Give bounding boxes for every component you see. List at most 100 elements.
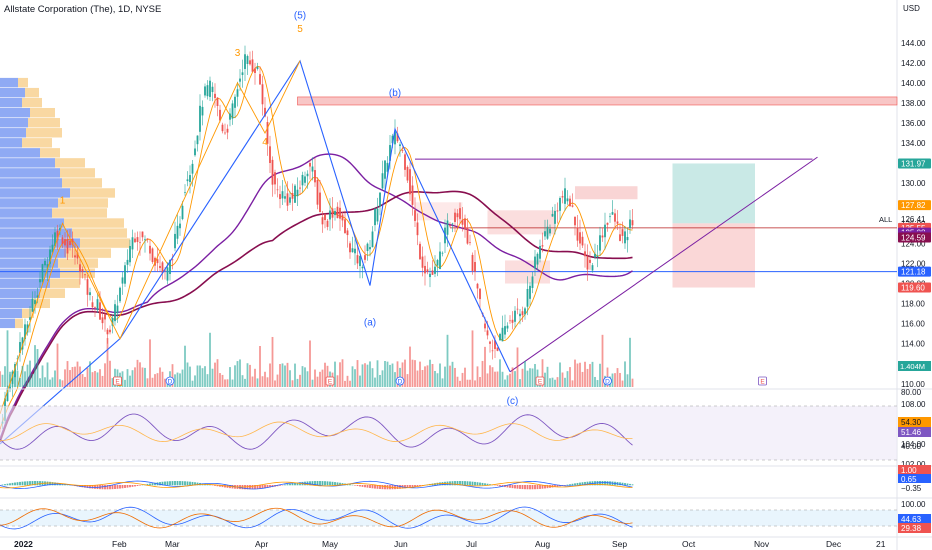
volume-profile-bar — [50, 278, 80, 288]
volume-bar — [514, 371, 516, 387]
volume-bar — [354, 369, 356, 387]
candle — [491, 350, 494, 352]
macd-histogram — [289, 483, 291, 486]
candle — [249, 60, 251, 65]
macd-histogram — [131, 485, 134, 487]
volume-bar — [309, 340, 311, 387]
candle — [124, 265, 126, 284]
volume-bar — [41, 365, 44, 387]
candle — [464, 218, 466, 230]
candle — [369, 247, 371, 250]
volume-bar — [339, 362, 341, 387]
macd-histogram — [176, 481, 179, 486]
candle — [134, 238, 136, 243]
volume-bar — [401, 362, 404, 387]
macd-histogram — [569, 484, 571, 486]
candle — [216, 97, 219, 107]
stoch-tick: 100.00 — [901, 500, 926, 509]
volume-bar — [534, 364, 536, 387]
volume-profile-bar — [62, 178, 102, 188]
volume-bar — [316, 376, 319, 387]
volume-bar — [256, 378, 259, 387]
volume-bar — [411, 359, 414, 387]
macd-histogram — [501, 485, 504, 487]
y-tick-label: 122.00 — [901, 259, 926, 268]
candle — [276, 189, 279, 191]
macd-histogram — [81, 485, 84, 488]
y-tick-label: 110.00 — [901, 380, 925, 389]
candle — [581, 236, 584, 246]
volume-bar — [561, 372, 564, 387]
macd-histogram — [214, 485, 216, 486]
rsi-band — [0, 406, 897, 460]
supply-zone — [487, 210, 555, 235]
symbol-title[interactable]: Allstate Corporation (The), 1D, NYSE — [4, 4, 162, 15]
volume-bar — [111, 378, 114, 387]
candle — [309, 163, 311, 167]
volume-bar — [31, 373, 34, 387]
candle — [226, 128, 229, 133]
volume-bar — [66, 361, 69, 387]
candle — [269, 146, 271, 164]
macd-histogram — [141, 484, 144, 486]
candle — [284, 196, 286, 199]
x-tick-label: 21 — [876, 539, 886, 549]
volume-bar — [96, 372, 99, 387]
volume-profile-bar — [0, 258, 58, 268]
volume-profile-bar — [72, 228, 127, 238]
macd-histogram — [179, 481, 181, 486]
macd-histogram — [194, 482, 196, 486]
candle — [114, 304, 116, 322]
candle — [234, 96, 236, 108]
stoch-badge — [898, 514, 931, 524]
macd-histogram — [534, 485, 536, 490]
candle — [631, 220, 634, 226]
macd-histogram — [339, 482, 341, 486]
volume-bar — [141, 367, 144, 387]
macd-histogram — [369, 485, 371, 488]
volume-bar — [249, 364, 251, 387]
candle — [339, 207, 341, 219]
volume-bar — [74, 366, 76, 387]
volume-profile-bar — [0, 228, 72, 238]
macd-histogram — [471, 481, 474, 486]
volume-profile-bar — [0, 308, 22, 319]
candle — [206, 85, 209, 97]
macd-histogram — [416, 485, 419, 487]
candle — [214, 93, 216, 98]
volume-bar — [131, 370, 134, 387]
candle — [414, 210, 416, 221]
y-tick-label: 136.00 — [901, 119, 926, 128]
candle — [91, 302, 94, 308]
volume-bar — [121, 371, 124, 387]
candle — [494, 340, 496, 349]
candle — [261, 84, 264, 105]
macd-histogram — [16, 482, 19, 486]
macd-histogram — [4, 484, 6, 486]
price-badge-label: 131.97 — [901, 159, 926, 168]
macd-histogram — [486, 483, 489, 486]
volume-bar — [71, 367, 74, 387]
volume-profile-bar — [32, 298, 50, 308]
volume-bar — [214, 362, 216, 387]
macd-histogram — [31, 481, 34, 486]
volume-bar — [259, 345, 261, 387]
candle — [221, 124, 224, 132]
volume-bar — [549, 378, 551, 387]
macd-histogram — [454, 481, 456, 486]
candle — [376, 208, 379, 222]
macd-histogram — [36, 481, 39, 486]
candle — [506, 325, 509, 329]
macd-histogram — [291, 483, 294, 486]
candle — [384, 160, 386, 179]
candle — [16, 358, 19, 360]
candle — [476, 283, 479, 289]
candle — [579, 232, 581, 244]
ticker-label: ALL — [879, 215, 892, 224]
candle — [546, 226, 549, 239]
candle — [246, 56, 249, 64]
candle — [231, 103, 234, 119]
wave-label: (5) — [294, 11, 306, 22]
volume-bar — [76, 361, 79, 387]
macd-histogram — [39, 481, 41, 486]
